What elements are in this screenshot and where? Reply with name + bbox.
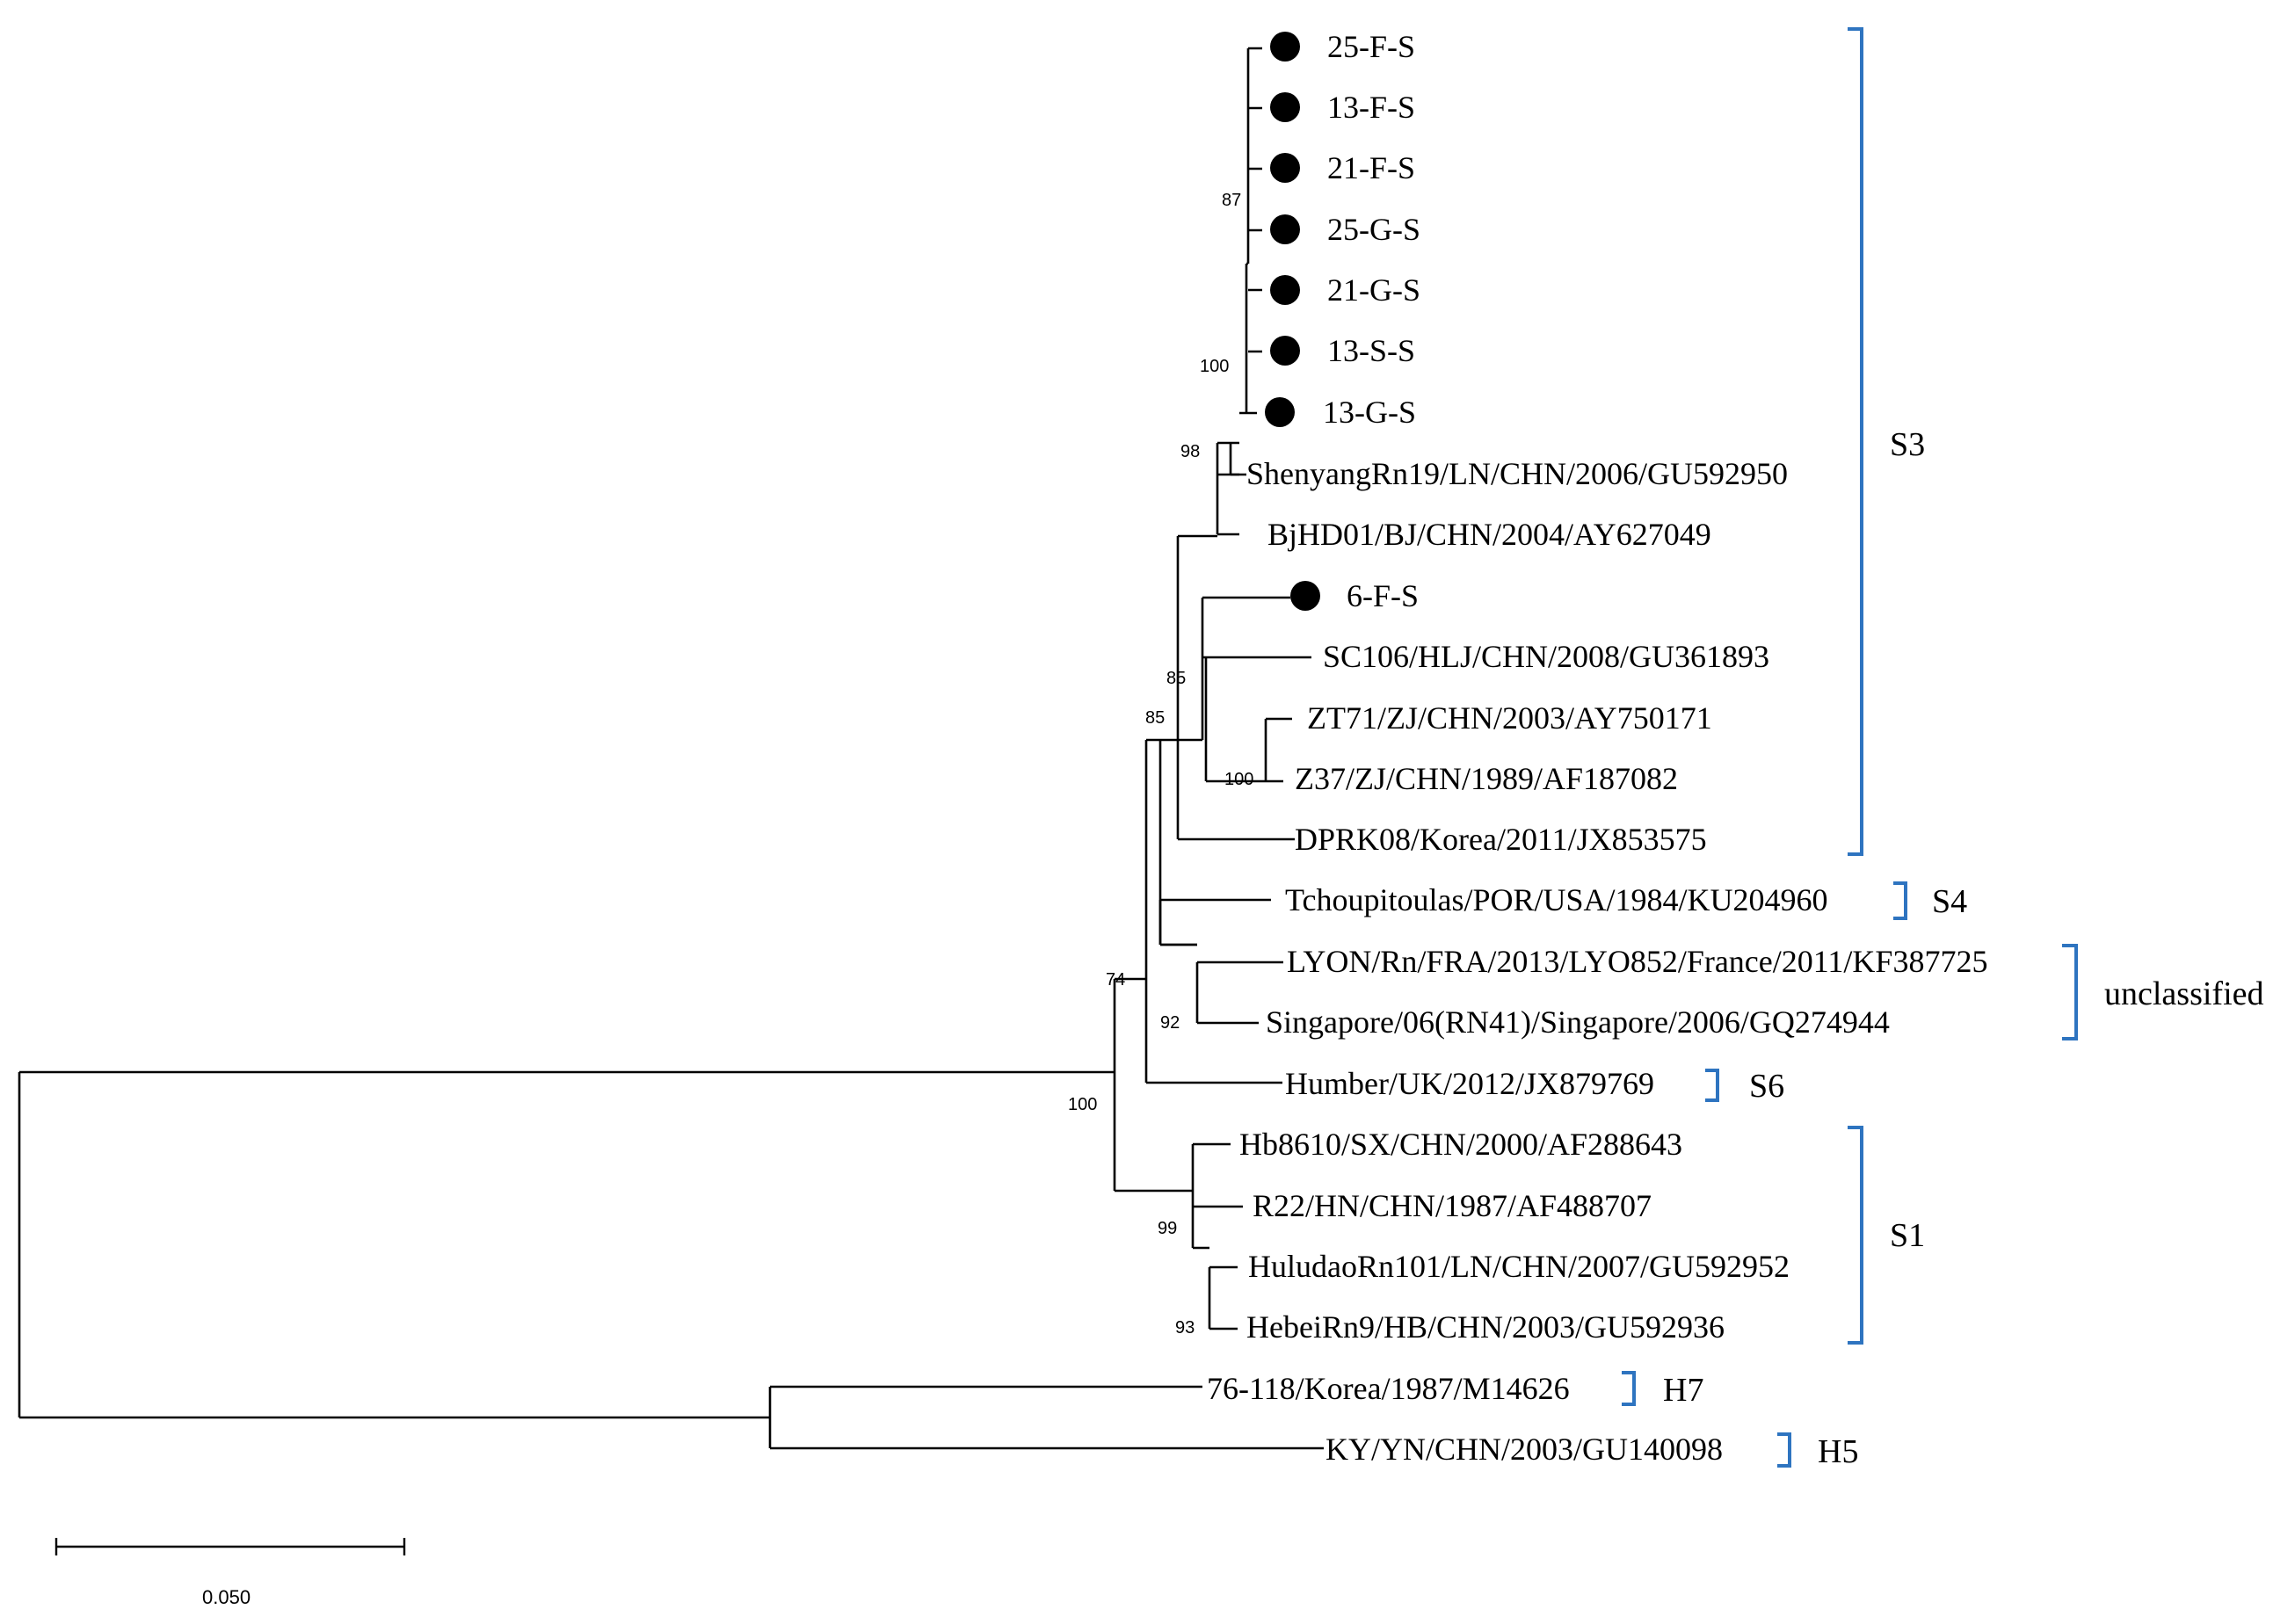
leaf-label: 21-F-S <box>1327 150 1415 185</box>
bootstrap-value: 92 <box>1160 1013 1180 1033</box>
clade-annotations: S3 S4 unclassified S6 S1 H7 H5 <box>1622 27 2264 1470</box>
sample-marker-icon <box>1270 32 1300 62</box>
branch-root <box>18 1070 1115 1419</box>
leaf-label: 25-G-S <box>1327 212 1420 247</box>
leaf-labels: 25-F-S 13-F-S 21-F-S 25-G-S 21-G-S 13-S-S 13-G… <box>1207 29 1987 1467</box>
branch-node-100-inner <box>1217 441 1246 476</box>
leaf-label: 21-G-S <box>1327 272 1420 308</box>
branch-zt71-group <box>1264 717 1292 783</box>
branch-node-85b <box>1160 536 1295 841</box>
leaf-label: DPRK08/Korea/2011/JX853575 <box>1295 822 1707 857</box>
bootstrap-value: 98 <box>1180 442 1200 461</box>
sample-marker-icon <box>1290 581 1320 611</box>
clade-bracket <box>1848 27 1863 856</box>
clade-label: S1 <box>1890 1217 1925 1254</box>
sample-marker-icon <box>1270 92 1300 122</box>
leaf-label: Z37/ZJ/CHN/1989/AF187082 <box>1295 761 1678 796</box>
clade-bracket <box>2062 944 2078 1040</box>
leaf-label: 13-S-S <box>1327 333 1415 368</box>
leaf-label: 25-F-S <box>1327 29 1415 64</box>
branch-node-tchoup <box>1158 898 1271 946</box>
clade-label: unclassified <box>2104 975 2264 1012</box>
clade-label: H5 <box>1818 1433 1858 1470</box>
bootstrap-value: 74 <box>1106 970 1125 990</box>
bootstrap-value: 100 <box>1200 357 1229 376</box>
branch-node-85a <box>1146 738 1162 945</box>
leaf-label: 76-118/Korea/1987/M14626 <box>1207 1371 1570 1406</box>
leaf-label: LYON/Rn/FRA/2013/LYO852/France/2011/KF38… <box>1287 944 1987 979</box>
bootstrap-value: 93 <box>1175 1318 1195 1338</box>
bootstrap-value: 100 <box>1224 770 1253 789</box>
branch-6fs-group <box>1178 596 1290 742</box>
clade-bracket <box>1622 1371 1636 1406</box>
sample-marker-icon <box>1270 153 1300 183</box>
bootstrap-value: 85 <box>1145 708 1165 728</box>
bootstrap-value: 99 <box>1158 1219 1177 1238</box>
branch-node-98 <box>1178 443 1239 538</box>
tree-branches <box>18 47 1324 1450</box>
leaf-label: Hb8610/SX/CHN/2000/AF288643 <box>1239 1127 1682 1162</box>
branch-node-74 <box>1144 740 1282 1084</box>
branch-node-87 <box>1231 262 1248 445</box>
bootstrap-value: 87 <box>1222 191 1241 210</box>
branch-seoul-root <box>1113 977 1193 1193</box>
leaf-label: HebeiRn9/HB/CHN/2003/GU592936 <box>1246 1309 1725 1345</box>
sample-marker-icon <box>1265 397 1295 427</box>
clade-label: S6 <box>1749 1068 1784 1105</box>
clade-bracket <box>1777 1432 1791 1468</box>
clade-bracket <box>1893 881 1907 920</box>
branch-node-99 <box>1191 1142 1243 1250</box>
leaf-label: Humber/UK/2012/JX879769 <box>1285 1066 1654 1101</box>
clade-label: H7 <box>1663 1372 1703 1409</box>
scale-bar: 0.050 <box>54 1538 406 1608</box>
leaf-label: 13-F-S <box>1327 90 1415 125</box>
branch-sample-stems <box>1246 47 1262 415</box>
leaf-label: KY/YN/CHN/2003/GU140098 <box>1325 1432 1723 1467</box>
bootstrap-value: 100 <box>1068 1095 1097 1114</box>
branch-node-92 <box>1160 943 1283 1025</box>
leaf-label: R22/HN/CHN/1987/AF488707 <box>1253 1188 1652 1223</box>
sample-marker-icon <box>1270 214 1300 244</box>
bootstrap-values: 87 100 98 85 85 100 74 92 100 99 93 <box>1068 191 1253 1338</box>
sample-marker-icon <box>1270 275 1300 305</box>
scale-bar-line <box>54 1538 406 1555</box>
sample-marker-icon <box>1270 336 1300 366</box>
leaf-label: 13-G-S <box>1323 395 1416 430</box>
leaf-label: ZT71/ZJ/CHN/2003/AY750171 <box>1307 700 1712 736</box>
leaf-label: Singapore/06(RN41)/Singapore/2006/GQ2749… <box>1266 1004 1890 1040</box>
leaf-label: ShenyangRn19/LN/CHN/2006/GU592950 <box>1246 456 1788 491</box>
branch-node-93 <box>1208 1265 1238 1330</box>
leaf-label: Tchoupitoulas/POR/USA/1984/KU204960 <box>1285 882 1828 917</box>
clade-label: S3 <box>1890 426 1925 463</box>
branch-hantaan-clade <box>768 1385 1324 1450</box>
bootstrap-value: 85 <box>1166 669 1186 688</box>
leaf-label: SC106/HLJ/CHN/2008/GU361893 <box>1323 639 1769 674</box>
leaf-label: 6-F-S <box>1347 578 1419 613</box>
scale-bar-label: 0.050 <box>202 1586 251 1608</box>
leaf-label: BjHD01/BJ/CHN/2004/AY627049 <box>1267 517 1711 552</box>
branch-sc106-group <box>1204 656 1311 783</box>
leaf-label: HuludaoRn101/LN/CHN/2007/GU592952 <box>1248 1249 1790 1284</box>
clade-bracket <box>1705 1069 1719 1102</box>
clade-bracket <box>1848 1126 1863 1345</box>
clade-label: S4 <box>1932 883 1967 920</box>
